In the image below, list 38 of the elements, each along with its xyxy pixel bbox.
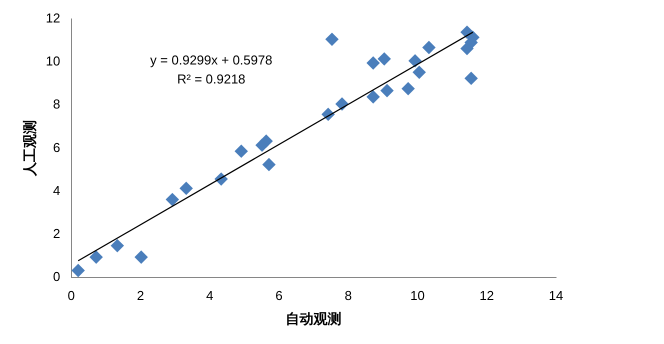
point [402,82,415,96]
point [234,144,248,158]
point [110,239,124,252]
point [380,84,394,98]
x-tick-label: 4 [206,288,214,303]
point [408,54,422,68]
point [166,193,179,206]
x-tick-label: 8 [344,288,352,303]
x-tick-label: 10 [410,288,425,303]
point [90,250,103,264]
x-tick-label: 0 [68,288,75,303]
y-tick-label: 12 [46,10,60,26]
point [262,158,276,172]
y-tick-label: 0 [53,269,60,284]
point [134,250,148,264]
point [180,182,193,195]
y-tick-label: 6 [53,140,60,155]
x-tick-label: 2 [136,288,144,303]
y-axis-title: 人工观测 [21,120,38,178]
x-tick-label: 12 [480,288,494,303]
point [260,134,273,148]
point [464,72,478,85]
point [378,52,391,66]
x-axis-title: 自动观测 [286,310,342,326]
y-tick-label: 2 [53,226,60,242]
point [325,32,338,46]
point [412,66,426,79]
annotation: y = 0.9299x + 0.5978 [150,52,272,68]
x-tick-label: 6 [275,288,283,303]
x-tick-label: 14 [548,288,564,303]
annotation: R² = 0.9218 [177,71,246,86]
y-tick-label: 8 [53,96,60,112]
point [366,56,380,70]
y-tick-label: 10 [46,54,60,69]
point [366,90,380,104]
point [72,264,85,277]
point [422,40,436,54]
y-tick-label: 4 [53,182,60,198]
